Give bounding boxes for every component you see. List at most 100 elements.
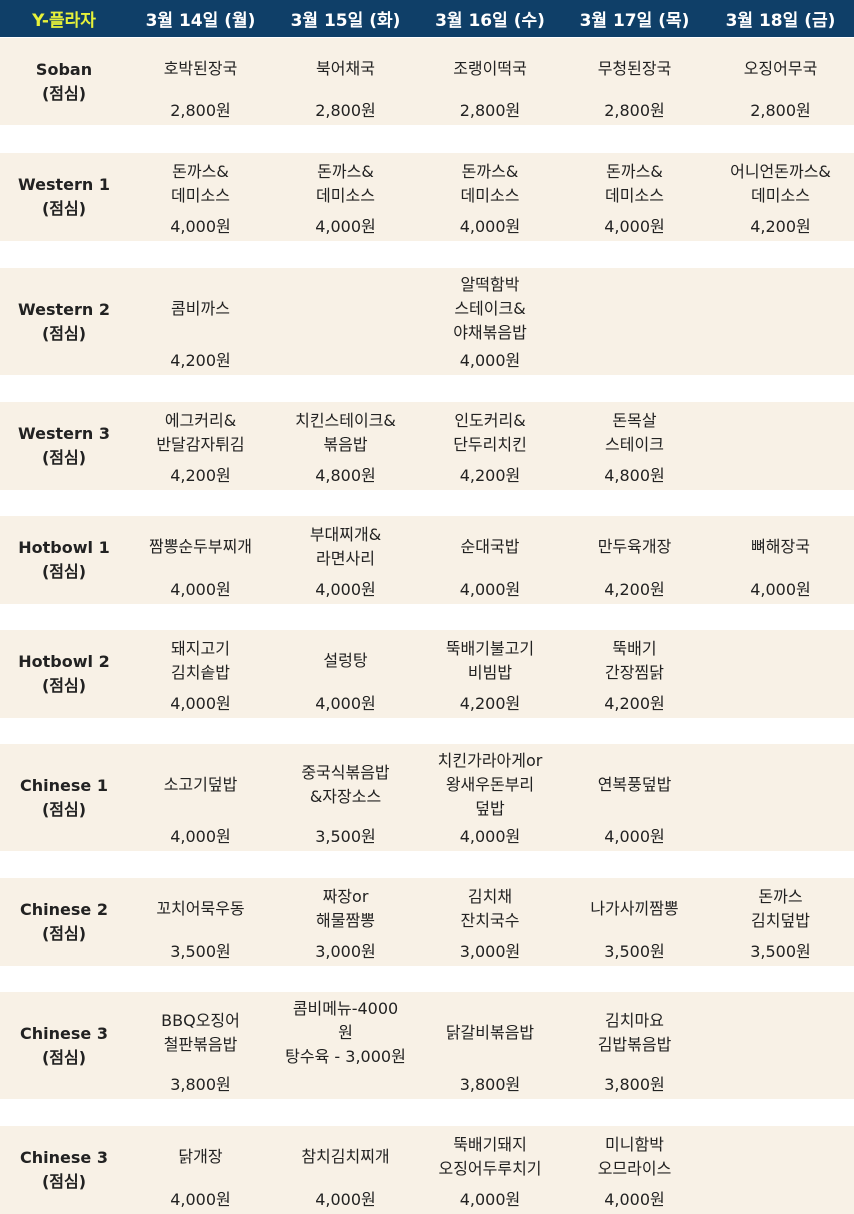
dish-price: 4,000원 — [315, 580, 376, 599]
dish-name: 어니언돈까스& 데미소스 — [730, 162, 831, 205]
dish-name: 오징어무국 — [743, 58, 818, 78]
menu-cell: 에그커리& 반달감자튀김 4,200원 — [128, 402, 273, 490]
menu-cell — [707, 630, 854, 718]
dish-name: 콤비메뉴-4000 원 탕수육 - 3,000원 — [285, 998, 406, 1066]
dish-name: 돈까스 김치덮밥 — [751, 887, 810, 930]
menu-cell: 콤비까스 4,200원 — [128, 268, 273, 375]
dish-price: 4,200원 — [750, 217, 811, 236]
row-name: Hotbowl 1 — [18, 538, 110, 557]
menu-row: Hotbowl 2 (점심) 돼지고기 김치솥밥 4,000원 설렁탕 4,000원 뚝배기… — [0, 630, 854, 718]
dish-name: 중국식볶음밥 &자장소스 — [301, 762, 390, 806]
dish-name: 뼈해장국 — [751, 537, 810, 556]
menu-cell — [707, 268, 854, 375]
dish-price: 4,000원 — [315, 694, 376, 713]
dish-price: 4,200원 — [170, 466, 231, 485]
dish-name: 부대찌개& 라면사리 — [309, 525, 382, 568]
menu-row: Chinese 3 (점심) BBQ오징어 철판볶음밥 3,800원 콤비메뉴-4000… — [0, 992, 854, 1099]
row-label: Western 1 (점심) — [0, 153, 128, 241]
menu-cell: 호박된장국 2,800원 — [128, 38, 273, 125]
dish-name — [707, 404, 854, 462]
menu-cell — [707, 744, 854, 851]
row-name: Western 2 — [18, 299, 110, 319]
dish-name: 만두육개장 — [597, 537, 672, 556]
menu-cell: 소고기덮밥 4,000원 — [128, 744, 273, 851]
menu-cell: 치킨스테이크& 볶음밥 4,800원 — [273, 402, 418, 490]
dish-name: 알떡함박 스테이크& 야채볶음밥 — [453, 274, 527, 342]
dish-name: 호박된장국 — [163, 58, 238, 78]
dish-price: 4,000원 — [459, 351, 521, 370]
row-name: Chinese 2 — [20, 900, 108, 919]
dish-price: 4,000원 — [750, 580, 811, 599]
dish-price: 4,200원 — [170, 351, 231, 370]
dish-name: 짜장or 해물짬뽕 — [316, 887, 375, 930]
dish-price: 4,800원 — [604, 466, 665, 485]
dish-price: 4,000원 — [170, 827, 231, 846]
menu-cell: 짬뽕순두부찌개 4,000원 — [128, 516, 273, 604]
row-name: Chinese 1 — [20, 775, 108, 795]
dish-price: 4,000원 — [315, 217, 376, 236]
menu-cell — [707, 992, 854, 1099]
menu-cell — [273, 268, 418, 375]
dish-price: 3,800원 — [459, 1075, 521, 1094]
menu-cell: 무청된장국 2,800원 — [562, 38, 707, 125]
dish-name: 돈까스& 데미소스 — [316, 162, 375, 205]
dish-name: 에그커리& 반달감자튀김 — [156, 411, 245, 454]
dish-price: 3,800원 — [170, 1075, 231, 1094]
row-meal: (점심) — [41, 676, 87, 695]
dish-price: 4,000원 — [315, 1190, 376, 1209]
day-header: 3월 17일 (목) — [579, 11, 690, 31]
dish-name: 설렁탕 — [323, 651, 368, 670]
row-name: Western 3 — [18, 424, 110, 443]
dish-price: 4,000원 — [459, 217, 521, 236]
row-meal: (점심) — [41, 83, 87, 103]
menu-cell: 뚝배기돼지 오징어두루치기 4,000원 — [418, 1126, 562, 1214]
dish-name: 인도커리& 단두리치킨 — [453, 411, 527, 454]
menu-cell: 설렁탕 4,000원 — [273, 630, 418, 718]
menu-cell: 돈까스& 데미소스 4,000원 — [273, 153, 418, 241]
menu-row: Western 2 (점심) 콤비까스 4,200원 알떡함박 스테이크& 야채볶음밥 4… — [0, 268, 854, 375]
menu-cell: 돈목살 스테이크 4,800원 — [562, 402, 707, 490]
dish-name: 김치채 잔치국수 — [460, 887, 520, 930]
brand-label: Y-플라자 — [32, 11, 96, 31]
dish-name: 조랭이떡국 — [453, 58, 527, 78]
dish-name: 치킨스테이크& 볶음밥 — [295, 411, 396, 454]
dish-name: 돼지고기 김치솥밥 — [171, 639, 230, 682]
menu-cell: 꼬치어묵우동 3,500원 — [128, 878, 273, 966]
menu-cell: 돈까스& 데미소스 4,000원 — [562, 153, 707, 241]
row-label: Chinese 3 (점심) — [0, 992, 128, 1099]
row-meal: (점심) — [41, 1172, 87, 1191]
dish-price: 2,800원 — [459, 101, 521, 120]
dish-name — [707, 632, 854, 690]
menu-row: Soban (점심) 호박된장국 2,800원 북어채국 2,800원 조랭이떡국 2,800… — [0, 38, 854, 125]
dish-name — [562, 270, 707, 347]
dish-price: 2,800원 — [315, 101, 376, 120]
dish-name: 무청된장국 — [597, 58, 672, 78]
dish-price: 3,500원 — [170, 942, 231, 961]
menu-cell: 돈까스& 데미소스 4,000원 — [128, 153, 273, 241]
dish-price: 4,000원 — [170, 217, 231, 236]
dish-price: 3,500원 — [315, 827, 376, 846]
dish-price: 4,000원 — [604, 1190, 665, 1209]
dish-name: 순대국밥 — [460, 537, 520, 556]
menu-cell — [707, 1126, 854, 1214]
dish-name: 김치마요 김밥볶음밥 — [597, 1010, 672, 1054]
header-bar: Y-플라자 3월 14일 (월) 3월 15일 (화) 3월 16일 (수) 3… — [0, 0, 854, 37]
dish-price: 2,800원 — [604, 101, 665, 120]
dish-name: 닭갈비볶음밥 — [445, 1022, 535, 1042]
dish-price: 3,500원 — [604, 942, 665, 961]
menu-cell: 치킨가라아게or 왕새우돈부리 덮밥 4,000원 — [418, 744, 562, 851]
dish-price: 4,000원 — [170, 694, 231, 713]
menu-cell: 뚝배기불고기 비빔밥 4,200원 — [418, 630, 562, 718]
menu-cell: 만두육개장 4,200원 — [562, 516, 707, 604]
menu-cell — [562, 268, 707, 375]
menu-cell: 뼈해장국 4,000원 — [707, 516, 854, 604]
dish-price: 4,000원 — [459, 827, 521, 846]
dish-name — [707, 1128, 854, 1186]
dish-name: 닭개장 — [178, 1147, 223, 1166]
row-label: Western 2 (점심) — [0, 268, 128, 375]
dish-price: 3,500원 — [750, 942, 811, 961]
menu-cell: 돈까스& 데미소스 4,000원 — [418, 153, 562, 241]
menu-cell: 조랭이떡국 2,800원 — [418, 38, 562, 125]
menu-cell: 오징어무국 2,800원 — [707, 38, 854, 125]
menu-cell: 닭갈비볶음밥 3,800원 — [418, 992, 562, 1099]
